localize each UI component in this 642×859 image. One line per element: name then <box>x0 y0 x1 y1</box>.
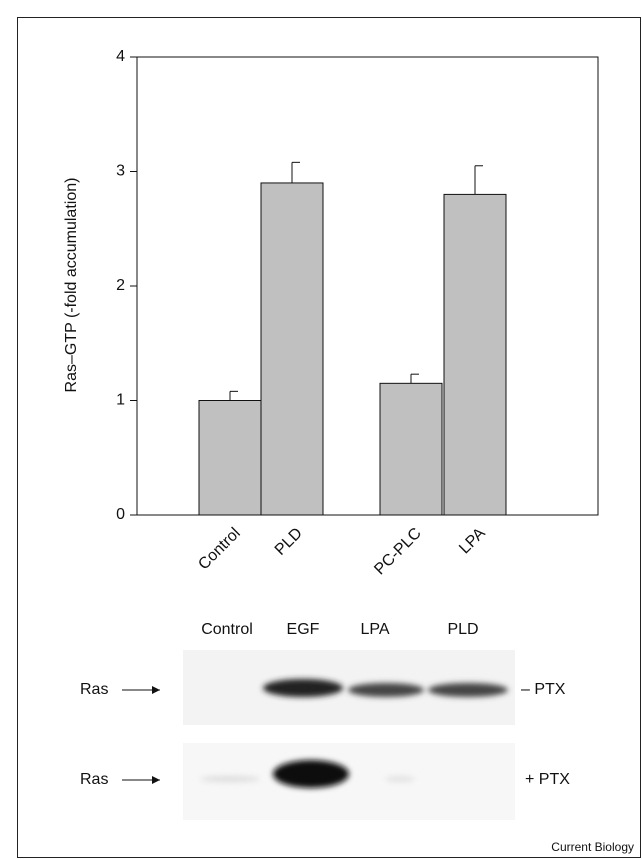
x-tick-label: PLD <box>272 525 306 559</box>
blot-column-label: LPA <box>360 621 389 638</box>
bar <box>261 183 323 515</box>
blot-row-label: Ras <box>80 771 108 788</box>
blot-row-condition: – PTX <box>521 681 566 698</box>
y-tick-label: 1 <box>116 392 125 409</box>
y-axis-label: Ras–GTP (-fold accumulation) <box>63 178 80 393</box>
y-tick-label: 0 <box>116 506 125 523</box>
bar <box>199 401 261 516</box>
blot-column-label: Control <box>201 621 253 638</box>
x-tick-label: PC-PLC <box>371 525 425 579</box>
arrowhead <box>152 686 160 694</box>
blot-panel <box>183 743 515 820</box>
blot-column-label: EGF <box>287 621 320 638</box>
x-tick-label: Control <box>195 525 244 574</box>
bar <box>444 194 506 515</box>
x-tick-label: LPA <box>456 525 489 558</box>
bar <box>380 383 442 515</box>
frame <box>18 18 641 858</box>
y-tick-label: 4 <box>116 48 125 65</box>
y-tick-label: 3 <box>116 163 125 180</box>
y-tick-label: 2 <box>116 277 125 294</box>
footer: Current Biology <box>551 840 634 854</box>
arrowhead <box>152 776 160 784</box>
blot-panel <box>183 650 515 725</box>
blot-row-condition: + PTX <box>525 771 570 788</box>
blot-column-label: PLD <box>447 621 478 638</box>
blot-row-label: Ras <box>80 681 108 698</box>
figure: Ras–GTP (-fold accumulation) Control EGF… <box>0 0 642 859</box>
